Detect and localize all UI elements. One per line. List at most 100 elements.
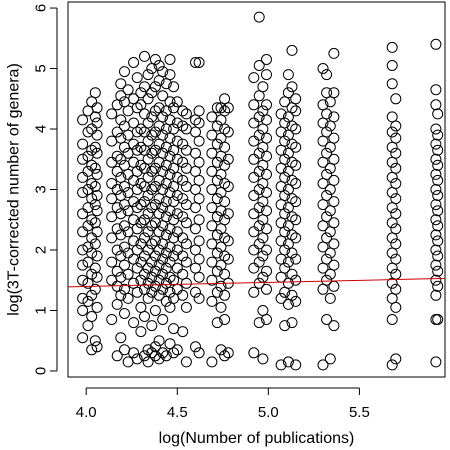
data-point [77,208,89,220]
y-tick-label: 0 [32,367,49,375]
data-point [82,241,94,253]
data-point [180,356,192,368]
data-point [146,238,158,250]
data-point [253,11,265,23]
data-point [430,153,442,165]
data-point [128,347,140,359]
data-point [77,171,89,183]
data-point [131,72,143,84]
data-point [253,317,265,329]
data-point [430,99,442,111]
data-point [279,153,291,165]
data-point [91,271,103,283]
data-point [219,232,231,244]
data-point [206,165,218,177]
data-point [164,69,176,81]
data-point [219,141,231,153]
data-point [328,111,340,123]
data-point [211,102,223,114]
data-point [142,356,154,368]
data-point [328,238,340,250]
data-point [180,277,192,289]
data-point [149,250,161,262]
data-point [139,250,150,262]
data-point [106,108,118,120]
data-point [168,250,180,262]
data-point [180,256,192,268]
data-point [177,138,189,150]
x-tick-label: 5.5 [349,404,370,421]
data-point [190,341,201,353]
data-point [111,223,123,235]
y-tick-label: 4 [33,125,50,133]
data-point [91,129,103,141]
data-point [282,87,294,99]
data-point [386,247,398,259]
data-point [261,187,272,198]
data-point [177,174,189,186]
data-point [122,268,134,280]
data-point [122,292,134,304]
data-point [321,314,333,325]
data-point [432,235,444,247]
data-point [390,120,402,132]
data-point [190,286,201,298]
data-point [160,229,172,241]
x-tick-label: 4.0 [76,404,97,421]
data-point [279,262,291,274]
data-point [146,347,158,359]
data-point [177,156,189,168]
data-point [82,295,94,307]
data-point [193,174,205,186]
data-point [390,147,402,159]
data-point [149,350,161,362]
data-point [128,57,140,68]
data-point [135,256,147,268]
data-point [222,126,234,138]
data-point [321,69,333,81]
data-point [86,159,98,171]
data-point [106,211,118,223]
data-point [142,244,154,256]
data-point [257,81,269,93]
data-point [115,171,127,183]
data-point [142,292,154,304]
data-point [253,277,265,289]
data-point [91,102,103,114]
data-point [290,274,302,286]
data-point [390,132,402,144]
data-point [89,111,101,123]
data-point [153,353,165,365]
data-point [149,235,161,247]
data-point [211,229,223,241]
data-point [257,196,269,208]
data-point [106,156,118,168]
data-point [253,147,265,159]
data-point [171,190,183,201]
data-point [190,57,201,68]
data-point [111,202,123,214]
data-point [164,286,176,298]
data-point [386,292,398,304]
data-point [317,283,329,295]
y-tick-label: 2 [32,246,49,254]
data-point [135,301,147,313]
data-point [157,314,169,325]
data-point [128,196,140,208]
data-point [386,217,398,229]
data-point [77,153,89,165]
data-point [328,196,340,208]
data-point [171,208,183,220]
data-point [82,220,94,232]
data-point [119,220,130,232]
data-point [139,81,150,93]
data-point [89,199,101,211]
data-point [86,178,98,189]
data-point [131,353,143,365]
data-point [390,193,402,205]
data-point [257,250,269,262]
data-point [390,353,402,365]
data-point [131,202,143,214]
data-point [430,259,442,271]
data-point [164,301,176,313]
